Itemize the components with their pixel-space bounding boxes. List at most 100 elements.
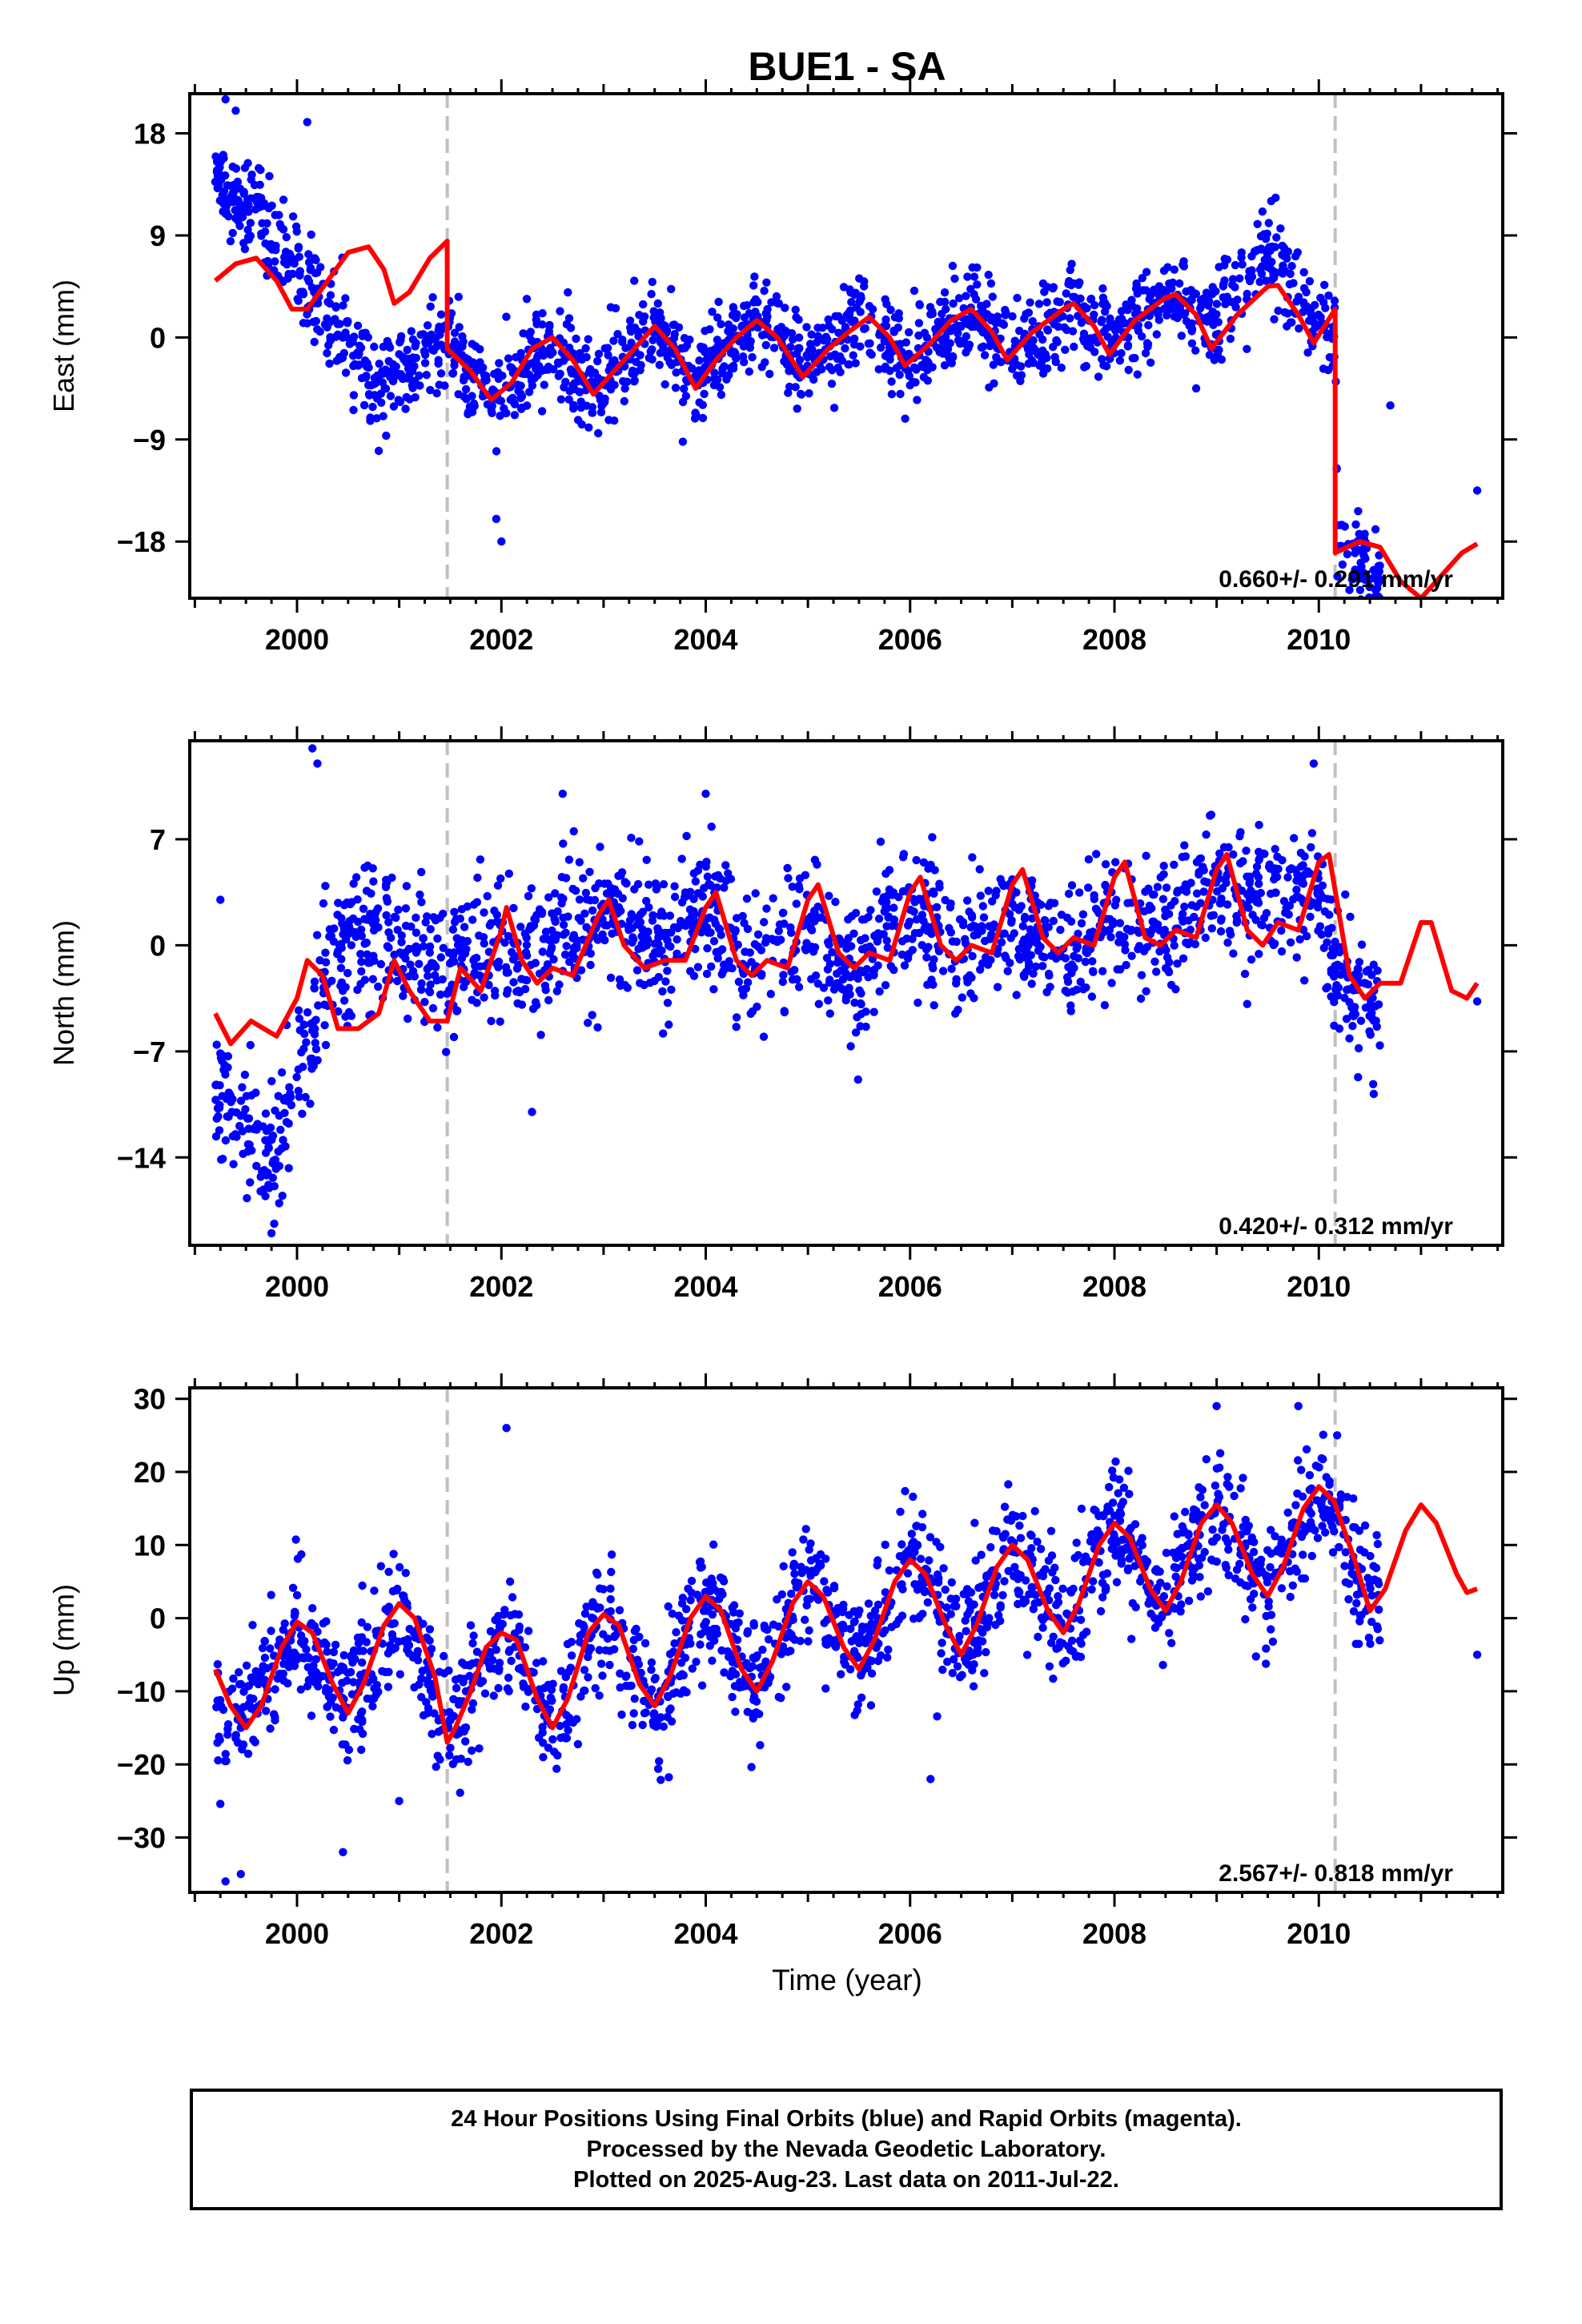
- data-point: [777, 1590, 786, 1599]
- data-point: [410, 1683, 419, 1692]
- data-point: [556, 1733, 565, 1743]
- data-point: [271, 257, 279, 266]
- data-point: [549, 955, 558, 964]
- data-point: [582, 923, 591, 932]
- data-point: [493, 368, 503, 376]
- data-point: [693, 963, 703, 971]
- data-point: [1299, 1550, 1307, 1559]
- data-point: [983, 332, 993, 341]
- data-point: [903, 921, 913, 930]
- data-point: [1349, 1606, 1359, 1616]
- data-point: [1239, 857, 1247, 866]
- data-point: [804, 1637, 813, 1646]
- data-point: [1221, 875, 1230, 883]
- data-point: [366, 416, 375, 425]
- data-point: [1107, 1544, 1117, 1554]
- data-point: [235, 205, 245, 214]
- data-point: [970, 931, 978, 940]
- data-point: [642, 896, 651, 906]
- data-point: [663, 1712, 672, 1722]
- data-point: [1224, 842, 1233, 852]
- data-point: [603, 921, 612, 930]
- data-point: [942, 1603, 951, 1612]
- data-point: [659, 880, 669, 889]
- data-point: [556, 307, 564, 316]
- y-tick-label: −14: [117, 1141, 166, 1174]
- data-point: [361, 373, 371, 382]
- data-point: [1313, 1534, 1323, 1542]
- data-point: [383, 1683, 393, 1691]
- data-point: [666, 942, 675, 951]
- data-point: [1292, 892, 1301, 902]
- data-point: [992, 887, 1001, 895]
- data-point: [952, 975, 961, 984]
- data-point: [1057, 364, 1066, 372]
- data-point: [504, 869, 513, 879]
- data-point: [1369, 1089, 1379, 1099]
- data-point: [449, 1032, 459, 1042]
- data-point: [767, 298, 776, 307]
- data-point: [814, 999, 823, 1008]
- data-point: [312, 268, 322, 277]
- data-point: [1298, 879, 1307, 887]
- data-point: [255, 163, 263, 173]
- data-point: [1029, 336, 1038, 345]
- data-point: [1068, 327, 1078, 336]
- data-point: [975, 865, 984, 874]
- data-point: [238, 1083, 247, 1092]
- data-point: [507, 947, 516, 957]
- data-point: [559, 1683, 568, 1692]
- data-point: [596, 408, 606, 416]
- data-point: [1248, 1603, 1257, 1612]
- data-point: [803, 915, 813, 924]
- data-point: [1160, 926, 1170, 935]
- data-point: [743, 978, 753, 987]
- data-point: [387, 1630, 397, 1639]
- data-point: [590, 895, 600, 905]
- data-point: [412, 913, 420, 923]
- data-point: [899, 850, 909, 858]
- data-point: [376, 959, 386, 969]
- data-point: [686, 1595, 695, 1605]
- data-point: [659, 1029, 668, 1038]
- data-point: [596, 842, 604, 851]
- data-point: [897, 937, 907, 946]
- data-point: [881, 869, 890, 879]
- data-point: [579, 874, 588, 883]
- data-point: [513, 999, 522, 1008]
- data-point: [750, 272, 759, 281]
- data-point: [339, 301, 347, 310]
- data-point: [967, 322, 977, 332]
- data-point: [1134, 320, 1143, 330]
- data-point: [1120, 932, 1129, 942]
- data-point: [841, 987, 850, 996]
- data-point: [388, 376, 398, 386]
- data-point: [1082, 944, 1090, 953]
- data-point: [1070, 342, 1078, 352]
- data-point: [1013, 293, 1022, 303]
- data-point: [475, 1744, 484, 1753]
- data-point: [713, 341, 722, 351]
- data-point: [1124, 365, 1133, 375]
- data-point: [1267, 1625, 1275, 1634]
- data-point: [749, 281, 758, 290]
- data-point: [665, 1773, 673, 1782]
- data-point: [1061, 345, 1070, 354]
- data-point: [672, 368, 681, 377]
- data-point: [1355, 971, 1363, 980]
- data-point: [1211, 287, 1220, 296]
- data-point: [997, 938, 1006, 947]
- data-point: [708, 1656, 717, 1665]
- data-point: [223, 1720, 233, 1729]
- data-point: [516, 923, 525, 931]
- data-point: [1007, 916, 1016, 925]
- data-point: [211, 152, 220, 161]
- data-point: [839, 283, 849, 292]
- data-point: [1039, 364, 1048, 372]
- data-point: [388, 1586, 398, 1596]
- data-point: [681, 921, 690, 931]
- data-point: [243, 1140, 253, 1149]
- data-point: [630, 885, 639, 894]
- data-point: [331, 332, 340, 341]
- data-point: [307, 1711, 316, 1720]
